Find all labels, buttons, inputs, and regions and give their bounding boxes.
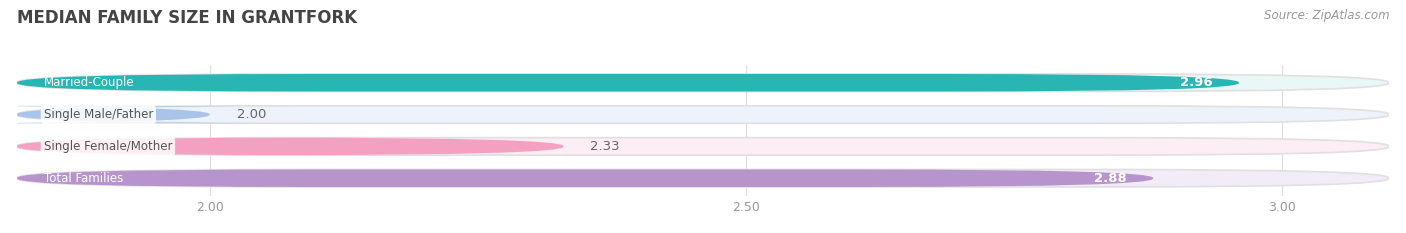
- Text: MEDIAN FAMILY SIZE IN GRANTFORK: MEDIAN FAMILY SIZE IN GRANTFORK: [17, 9, 357, 27]
- Text: Total Families: Total Families: [44, 172, 122, 185]
- FancyBboxPatch shape: [17, 169, 1153, 187]
- Text: 2.33: 2.33: [591, 140, 620, 153]
- Text: 2.88: 2.88: [1094, 172, 1126, 185]
- FancyBboxPatch shape: [17, 74, 1389, 92]
- Text: 2.96: 2.96: [1180, 76, 1212, 89]
- Text: Single Male/Father: Single Male/Father: [44, 108, 153, 121]
- FancyBboxPatch shape: [17, 138, 1389, 155]
- Text: Married-Couple: Married-Couple: [44, 76, 135, 89]
- FancyBboxPatch shape: [17, 138, 564, 155]
- FancyBboxPatch shape: [0, 106, 307, 123]
- Text: Single Female/Mother: Single Female/Mother: [44, 140, 172, 153]
- Text: 2.00: 2.00: [236, 108, 266, 121]
- FancyBboxPatch shape: [17, 74, 1239, 92]
- FancyBboxPatch shape: [17, 169, 1389, 187]
- Text: Source: ZipAtlas.com: Source: ZipAtlas.com: [1264, 9, 1389, 22]
- FancyBboxPatch shape: [17, 106, 1389, 123]
